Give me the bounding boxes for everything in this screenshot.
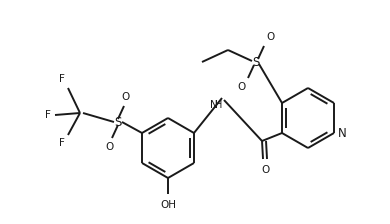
Text: O: O — [238, 82, 246, 92]
Text: N: N — [338, 127, 347, 140]
Text: OH: OH — [160, 200, 176, 210]
Text: F: F — [59, 138, 65, 148]
Text: F: F — [45, 110, 51, 120]
Text: O: O — [266, 32, 274, 42]
Text: O: O — [122, 92, 130, 102]
Text: H: H — [215, 100, 223, 110]
Text: S: S — [114, 116, 122, 129]
Text: O: O — [261, 165, 269, 175]
Text: S: S — [252, 56, 260, 69]
Text: N: N — [210, 100, 218, 110]
Text: F: F — [59, 74, 65, 84]
Text: O: O — [106, 142, 114, 152]
